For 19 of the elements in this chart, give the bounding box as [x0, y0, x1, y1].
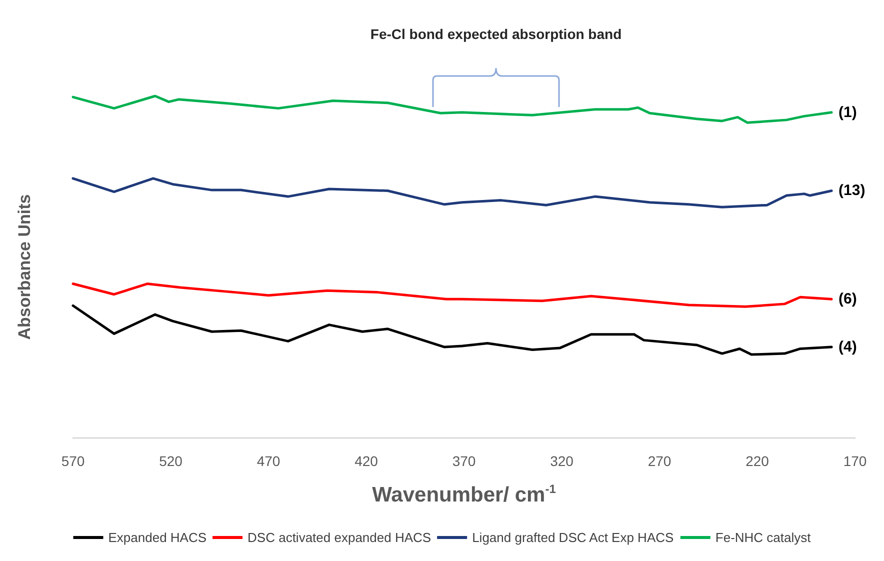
legend-label: Expanded HACS — [108, 530, 207, 545]
legend-label: Fe-NHC catalyst — [715, 530, 812, 545]
annotation: (6) — [838, 290, 857, 308]
x-tick-label: 420 — [354, 453, 378, 469]
x-tick-label: 520 — [159, 453, 183, 469]
annotation: (13) — [838, 182, 866, 200]
x-tick-label: 470 — [256, 453, 280, 469]
x-tick-label: 320 — [550, 453, 574, 469]
x-tick-label: 220 — [746, 453, 770, 469]
x-tick-label: 170 — [843, 453, 867, 469]
x-tick-label: 270 — [648, 453, 672, 469]
annotation: (1) — [838, 104, 857, 121]
x-tick-label: 370 — [452, 453, 476, 469]
y-axis-title: Absorbance Units — [15, 194, 34, 340]
annotation: (4) — [838, 338, 857, 356]
x-tick-label: 570 — [61, 453, 85, 469]
legend-label: Ligand grafted DSC Act Exp HACS — [472, 530, 674, 545]
legend-label: DSC activated expanded HACS — [248, 530, 432, 545]
text: Fe-Cl bond expected absorption band — [370, 26, 622, 42]
